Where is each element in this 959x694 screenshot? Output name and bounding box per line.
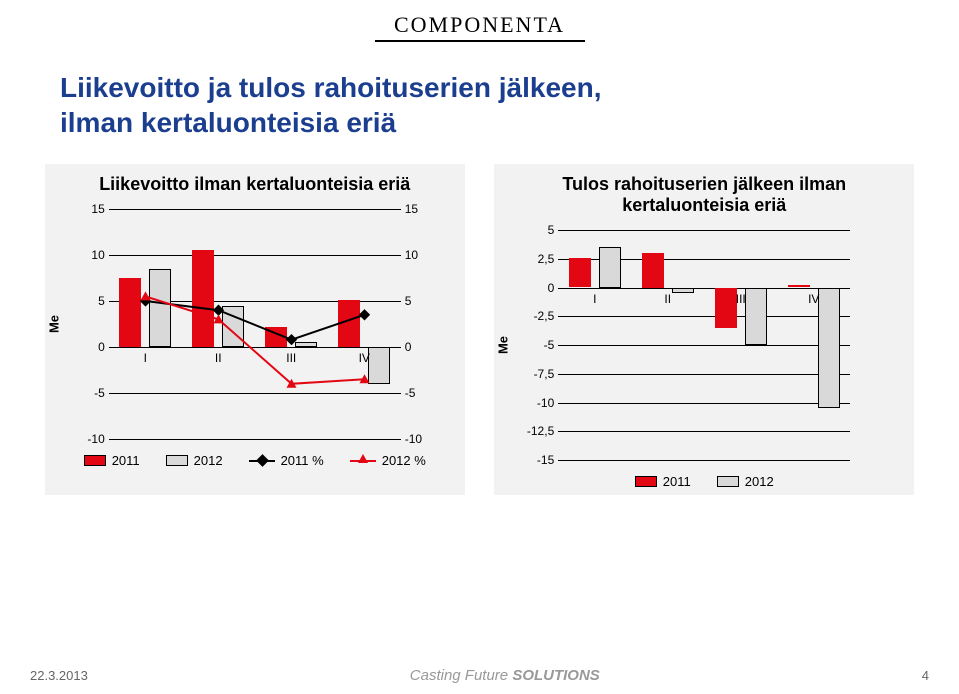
chart1-legend-2012-label: 2012	[194, 453, 223, 468]
ytick-label: 0	[524, 281, 554, 295]
chart1-ylabel: Me	[46, 315, 61, 333]
xtick-label: II	[664, 292, 671, 306]
gridline	[558, 431, 850, 432]
xtick-label: IV	[359, 351, 370, 365]
bar-2011	[338, 300, 360, 347]
bar-2011	[192, 250, 214, 347]
ytick-label: -10	[524, 396, 554, 410]
chart1-legend-2012pct-label: 2012 %	[382, 453, 426, 468]
ytick-label: 2,5	[524, 252, 554, 266]
gridline	[558, 230, 850, 231]
ytick-right-label: 0	[405, 340, 435, 354]
chart2-title: Tulos rahoituserien jälkeen ilman kertal…	[506, 174, 902, 216]
gridline	[558, 374, 850, 375]
xtick-label: I	[593, 292, 596, 306]
ytick-right-label: 10	[405, 248, 435, 262]
ytick-label: -12,5	[524, 424, 554, 438]
gridline	[558, 403, 850, 404]
chart1-legend-2012pct: 2012 %	[350, 453, 426, 468]
chart1-lineswatch-2012	[350, 460, 376, 462]
ytick-right-label: -5	[405, 386, 435, 400]
chart1-plot: Me -10-10-5-5005510101515IIIIIIIV	[75, 209, 435, 439]
chart2-plot: Me -15-12,5-10-7,5-5-2,502,55IIIIIIIV	[524, 230, 884, 460]
xtick-label: IV	[808, 292, 819, 306]
ytick-right-label: 5	[405, 294, 435, 308]
bar-2012	[599, 247, 621, 287]
chart1-legend-2011: 2011	[84, 453, 140, 468]
footer-tagline: Casting Future SOLUTIONS	[410, 667, 600, 684]
bar-2012	[672, 288, 694, 294]
gridline	[109, 209, 401, 210]
ytick-label: -10	[75, 432, 105, 446]
page-title: Liikevoitto ja tulos rahoituserien jälke…	[0, 42, 959, 140]
chart1-legend-2011-label: 2011	[112, 453, 140, 468]
bar-2011	[715, 288, 737, 328]
ytick-label: -15	[524, 453, 554, 467]
chart2-legend-2011: 2011	[635, 474, 691, 489]
slide-footer: 22.3.2013 Casting Future SOLUTIONS 4	[0, 667, 959, 684]
bar-2011	[119, 278, 141, 347]
bar-2011	[788, 285, 810, 287]
ytick-right-label: 15	[405, 202, 435, 216]
gridline	[558, 316, 850, 317]
bar-2011	[265, 327, 287, 347]
xtick-label: III	[286, 351, 296, 365]
ytick-label: -5	[524, 338, 554, 352]
gridline	[558, 460, 850, 461]
chart2-swatch-2012	[717, 476, 739, 487]
bar-2012	[745, 288, 767, 346]
chart2-swatch-2011	[635, 476, 657, 487]
chart-panels: Liikevoitto ilman kertaluonteisia eriä M…	[0, 164, 959, 495]
chart2-legend-2012: 2012	[717, 474, 774, 489]
chart1-legend-2011pct: 2011 %	[249, 453, 324, 468]
ytick-label: -2,5	[524, 309, 554, 323]
ytick-label: 0	[75, 340, 105, 354]
title-line2: ilman kertaluonteisia eriä	[60, 105, 959, 140]
gridline	[109, 347, 401, 348]
chart1-panel: Liikevoitto ilman kertaluonteisia eriä M…	[45, 164, 465, 495]
bar-2012	[295, 342, 317, 347]
ytick-label: 5	[75, 294, 105, 308]
chart2-legend-2012-label: 2012	[745, 474, 774, 489]
bar-2011	[569, 258, 591, 288]
bar-2011	[642, 253, 664, 288]
xtick-label: II	[215, 351, 222, 365]
gridline	[558, 288, 850, 289]
chart1-swatch-2011	[84, 455, 106, 466]
chart2-panel: Tulos rahoituserien jälkeen ilman kertal…	[494, 164, 914, 495]
gridline	[109, 393, 401, 394]
bar-2012	[222, 306, 244, 347]
gridline	[558, 345, 850, 346]
bar-2012	[368, 347, 390, 384]
xtick-label: I	[144, 351, 147, 365]
logo-text: COMPONENTA	[394, 12, 565, 37]
ytick-label: 10	[75, 248, 105, 262]
ytick-label: 15	[75, 202, 105, 216]
ytick-right-label: -10	[405, 432, 435, 446]
chart1-title: Liikevoitto ilman kertaluonteisia eriä	[57, 174, 453, 195]
company-logo: COMPONENTA	[0, 0, 959, 42]
xtick-label: III	[736, 292, 746, 306]
bar-2012	[149, 269, 171, 347]
chart2-legend: 2011 2012	[506, 474, 902, 489]
chart1-swatch-2012	[166, 455, 188, 466]
chart1-legend-2011pct-label: 2011 %	[281, 453, 324, 468]
title-line1: Liikevoitto ja tulos rahoituserien jälke…	[60, 70, 959, 105]
ytick-label: -7,5	[524, 367, 554, 381]
chart2-legend-2011-label: 2011	[663, 474, 691, 489]
ytick-label: -5	[75, 386, 105, 400]
chart1-legend-2012: 2012	[166, 453, 223, 468]
chart1-lineswatch-2011	[249, 460, 275, 462]
ytick-label: 5	[524, 223, 554, 237]
chart1-legend: 2011 2012 2011 % 2012 %	[57, 453, 453, 468]
footer-date: 22.3.2013	[30, 668, 88, 683]
gridline	[109, 255, 401, 256]
gridline	[109, 439, 401, 440]
footer-page: 4	[922, 668, 929, 683]
chart2-ylabel: Me	[496, 336, 511, 354]
bar-2012	[818, 288, 840, 409]
